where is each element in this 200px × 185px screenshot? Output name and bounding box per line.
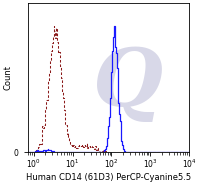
- Text: Q: Q: [93, 45, 163, 123]
- X-axis label: Human CD14 (61D3) PerCP-Cyanine5.5: Human CD14 (61D3) PerCP-Cyanine5.5: [26, 173, 191, 181]
- Y-axis label: Count: Count: [3, 65, 12, 90]
